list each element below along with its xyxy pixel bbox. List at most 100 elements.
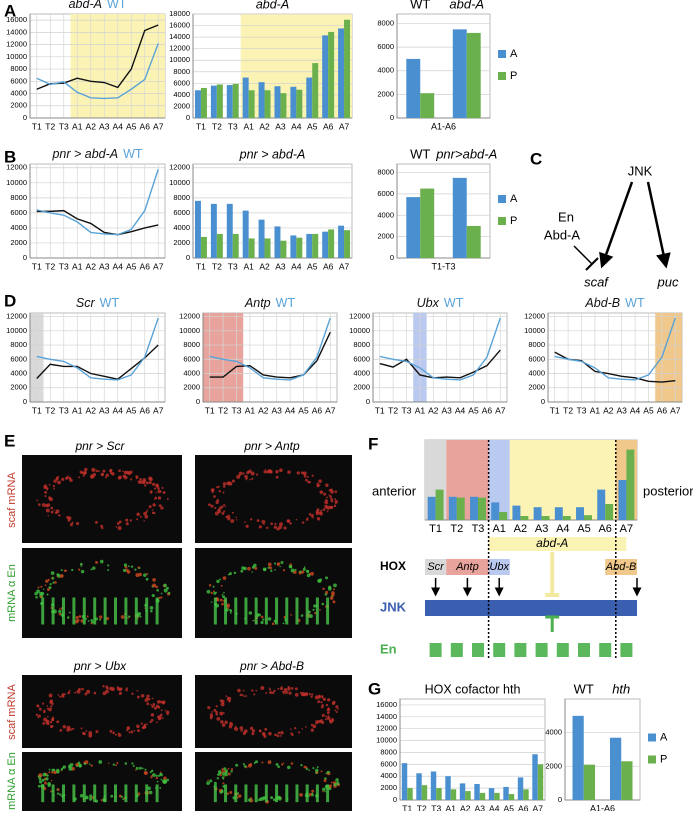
stain-dot xyxy=(294,727,297,730)
stain-dot xyxy=(115,764,118,767)
stain-dot xyxy=(301,692,306,696)
stain-dot xyxy=(320,770,323,773)
y-tick-label: 2000 xyxy=(377,89,394,98)
stain-dot xyxy=(310,695,313,698)
stain-dot xyxy=(60,768,63,771)
en-stripe xyxy=(234,597,238,625)
stain-dot xyxy=(310,571,314,576)
y-tick-label: 4000 xyxy=(173,90,190,99)
bar xyxy=(554,507,563,520)
chart-title: pnr > abd-A xyxy=(239,147,306,161)
x-tick-label: A4 xyxy=(113,261,124,271)
bar xyxy=(448,496,457,520)
stain-dot xyxy=(120,795,123,798)
stain-dot xyxy=(337,708,339,711)
legend-label: P xyxy=(660,753,667,765)
stain-dot xyxy=(150,718,154,722)
bar xyxy=(200,236,207,258)
x-tick-label: A6 xyxy=(140,405,151,415)
stain-dot xyxy=(209,779,213,783)
stain-dot xyxy=(134,568,137,571)
stain-dot xyxy=(258,525,262,529)
stain-dot xyxy=(56,788,58,791)
y-tick-label: 14000 xyxy=(169,32,190,41)
y-tick-label: 0 xyxy=(393,795,397,804)
en-stripe xyxy=(51,597,55,625)
en-stripe xyxy=(315,597,319,625)
bar xyxy=(338,225,345,258)
stain-dot xyxy=(336,781,340,785)
x-tick-label: A4 xyxy=(113,121,124,131)
x-tick-label: A1 xyxy=(492,523,505,535)
stain-dot xyxy=(308,614,313,619)
stain-dot xyxy=(288,519,291,522)
x-tick-label: A7 xyxy=(620,523,633,535)
y-tick-label: 8000 xyxy=(10,193,27,202)
stain-dot xyxy=(233,571,237,575)
stain-dot xyxy=(45,579,49,583)
stain-dot xyxy=(150,713,155,717)
stain-dot xyxy=(158,504,162,508)
stain-dot xyxy=(143,573,147,577)
stain-dot xyxy=(272,798,276,802)
stain-dot xyxy=(220,790,224,794)
stain-dot xyxy=(66,516,70,520)
y-tick-label: 10000 xyxy=(6,178,27,187)
stain-dot xyxy=(147,786,151,790)
stain-dot xyxy=(282,762,285,765)
stain-dot xyxy=(268,731,272,736)
x-tick-label: A6 xyxy=(657,405,668,415)
stain-dot xyxy=(144,723,147,726)
en-stripe xyxy=(124,597,128,625)
stain-dot xyxy=(138,766,142,770)
stain-dot xyxy=(141,767,144,770)
y-tick-label: 2000 xyxy=(353,383,370,392)
stain-dot xyxy=(147,698,150,701)
y-tick-label: 6000 xyxy=(528,354,545,363)
stain-dot xyxy=(233,727,236,729)
stain-dot xyxy=(245,524,249,528)
stain-dot xyxy=(80,727,83,730)
bar xyxy=(344,19,351,118)
en-stripe xyxy=(305,597,309,625)
stain-dot xyxy=(263,523,265,526)
en-stripe xyxy=(578,643,590,657)
stain-dot xyxy=(68,611,71,614)
stain-dot xyxy=(221,776,225,779)
en-stripe xyxy=(305,784,309,803)
stain-dot xyxy=(59,695,62,698)
en-stripe xyxy=(254,784,258,803)
stain-dot xyxy=(88,797,93,801)
stain-dot xyxy=(295,518,298,521)
stain-dot xyxy=(68,689,71,692)
bar xyxy=(605,504,614,520)
micrograph xyxy=(22,675,182,748)
chart-legend: Scr WT xyxy=(76,296,120,310)
stain-dot xyxy=(320,509,323,512)
stain-dot xyxy=(221,768,224,771)
x-tick-label: A6 xyxy=(598,523,611,535)
x-axis-label: A1-A6 xyxy=(431,121,456,131)
stain-dot xyxy=(160,596,163,599)
stain-dot xyxy=(305,725,307,728)
stain-dot xyxy=(213,495,216,498)
stain-dot xyxy=(235,516,237,519)
x-tick-label: T1 xyxy=(196,121,206,131)
stain-dot xyxy=(269,691,273,695)
en-stripe xyxy=(41,784,45,803)
stain-dot xyxy=(57,694,60,696)
y-tick-label: 4000 xyxy=(353,369,370,378)
stain-dot xyxy=(55,509,60,514)
stain-dot xyxy=(330,497,333,501)
stain-dot xyxy=(247,763,252,768)
series-line xyxy=(209,317,331,381)
stain-dot xyxy=(99,618,102,621)
y-tick-label: 12000 xyxy=(6,312,27,321)
stain-dot xyxy=(81,687,84,691)
bar xyxy=(242,77,249,118)
stain-dot xyxy=(120,615,125,619)
x-tick-label: A5 xyxy=(307,261,318,271)
x-tick-label: A5 xyxy=(126,261,137,271)
stain-dot xyxy=(95,469,98,473)
stain-dot xyxy=(222,482,227,486)
